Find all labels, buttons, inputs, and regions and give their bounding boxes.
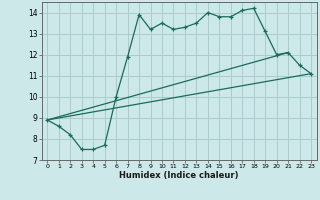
X-axis label: Humidex (Indice chaleur): Humidex (Indice chaleur) xyxy=(119,171,239,180)
